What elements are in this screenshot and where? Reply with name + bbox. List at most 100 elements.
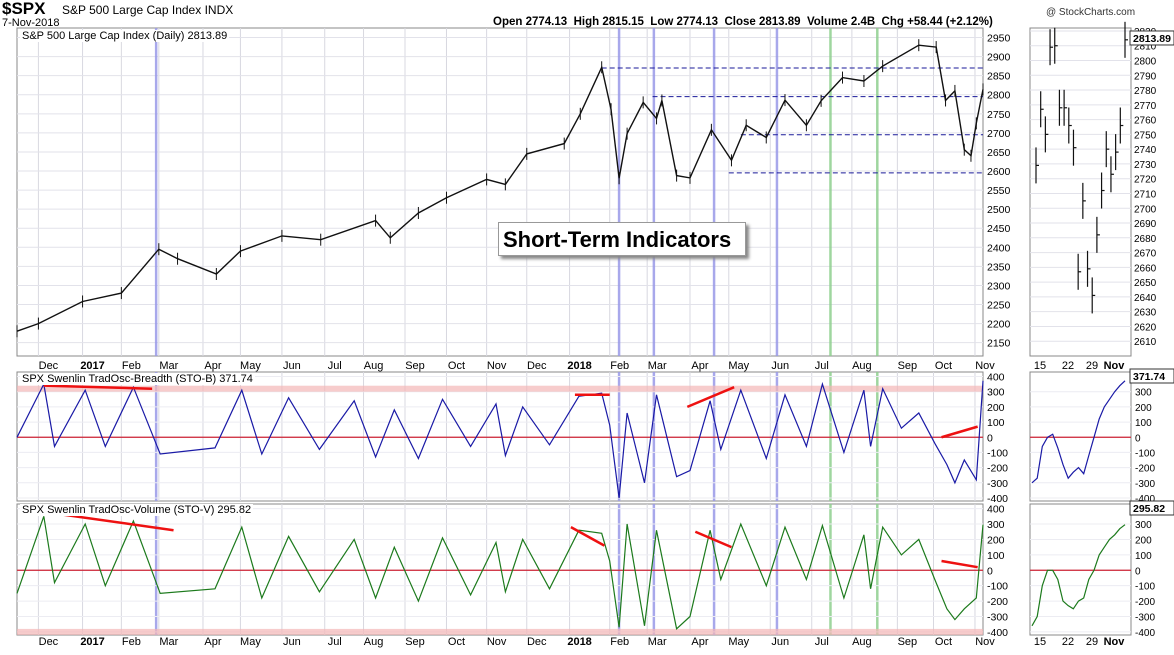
- trend-annotation-line: [941, 425, 979, 439]
- y-tick-label: -400: [1135, 628, 1155, 639]
- x-tick-label: Mar: [159, 360, 178, 372]
- y-tick-label: -400: [1135, 494, 1155, 505]
- y-tick-label: 200: [1135, 403, 1152, 414]
- x-tick-label: Mar: [648, 636, 667, 648]
- y-tick-label: 2850: [987, 71, 1011, 83]
- y-tick-label: -100: [1135, 448, 1155, 459]
- x-tick-label: Feb: [122, 636, 141, 648]
- y-tick-label: 2150: [987, 338, 1011, 350]
- x-tick-label: Sep: [898, 636, 918, 648]
- x-tick-label: Feb: [610, 360, 629, 372]
- stov-last-value-box: [1129, 500, 1174, 516]
- y-tick-label: 200: [1135, 535, 1152, 546]
- y-tick-label: -300: [1135, 479, 1155, 490]
- y-tick-label: 2730: [1134, 160, 1157, 171]
- index-name: S&P 500 Large Cap Index: [62, 3, 202, 17]
- chg-label: Chg: [881, 16, 904, 28]
- low-label: Low: [650, 16, 674, 28]
- x-tick-label: Jul: [328, 360, 342, 372]
- y-tick-label: 300: [1135, 388, 1152, 399]
- x-tick-label: Sep: [405, 360, 425, 372]
- x-tick-label: Jul: [815, 360, 829, 372]
- x-tick-label: Jun: [771, 360, 789, 372]
- y-tick-label: 2770: [1134, 101, 1157, 112]
- y-tick-label: -400: [987, 627, 1008, 639]
- x-tick-label: Jun: [283, 360, 301, 372]
- stov-panel-title: SPX Swenlin TradOsc-Volume (STO-V) 295.8…: [20, 504, 254, 516]
- close-value: 2813.89: [759, 16, 801, 28]
- x-tick-label: May: [240, 360, 261, 372]
- open-value: 2774.13: [525, 16, 568, 28]
- y-tick-label: 2650: [987, 147, 1011, 159]
- y-tick-label: -100: [987, 581, 1008, 593]
- y-tick-label: 2790: [1134, 71, 1157, 82]
- stov-last-value: 295.82: [1133, 503, 1165, 515]
- x-tick-label: Dec: [527, 636, 547, 648]
- stob-last-value-box: [1129, 368, 1174, 384]
- x-tick-label: Oct: [448, 636, 465, 648]
- y-tick-label: 2630: [1134, 308, 1157, 319]
- x-tick-label: Apr: [204, 360, 221, 372]
- trend-annotation-line: [694, 530, 732, 549]
- y-tick-label: -300: [987, 478, 1008, 490]
- high-label: High: [573, 16, 600, 28]
- x-tick-label: May: [240, 636, 261, 648]
- y-tick-label: 2660: [1134, 263, 1157, 274]
- zoom-x-tick-label: 29: [1086, 360, 1098, 372]
- y-tick-label: 2400: [987, 242, 1011, 254]
- y-tick-label: -200: [1135, 597, 1155, 608]
- x-tick-label: Apr: [691, 636, 708, 648]
- y-tick-label: 300: [987, 519, 1005, 531]
- x-tick-label: May: [728, 636, 749, 648]
- stob-panel-title: SPX Swenlin TradOsc-Breadth (STO-B) 371.…: [20, 373, 255, 385]
- x-tick-label: Dec: [39, 360, 59, 372]
- trend-annotation-line: [43, 384, 153, 390]
- x-tick-label: Jul: [328, 636, 342, 648]
- y-tick-label: 2760: [1134, 116, 1157, 127]
- y-tick-label: 2800: [987, 90, 1011, 102]
- price-last-value-box: [1129, 30, 1174, 46]
- x-tick-label: 2018: [567, 636, 591, 648]
- y-tick-label: 2670: [1134, 249, 1157, 260]
- y-tick-label: 2750: [1134, 130, 1157, 141]
- x-tick-label: Aug: [364, 636, 384, 648]
- panel-frame: [1029, 503, 1132, 636]
- panel-frame: [16, 371, 984, 502]
- panel-frame: [1029, 27, 1132, 357]
- x-tick-label: Nov: [975, 360, 995, 372]
- high-value: 2815.15: [602, 16, 644, 28]
- y-tick-label: 2740: [1134, 145, 1157, 156]
- y-tick-label: 2620: [1134, 322, 1157, 333]
- y-tick-label: 2680: [1134, 234, 1157, 245]
- y-tick-label: 300: [987, 387, 1005, 399]
- stov-series-line: [16, 516, 984, 630]
- x-tick-label: Oct: [935, 636, 952, 648]
- y-tick-label: 2710: [1134, 189, 1157, 200]
- y-tick-label: -400: [987, 493, 1008, 505]
- y-tick-label: 2700: [987, 128, 1011, 140]
- x-tick-label: Oct: [935, 360, 952, 372]
- y-tick-label: 2750: [987, 109, 1011, 121]
- zoom-stov-line: [1031, 524, 1126, 627]
- y-tick-label: -200: [1135, 464, 1155, 475]
- price-panel-title: S&P 500 Large Cap Index (Daily) 2813.89: [20, 30, 230, 42]
- y-tick-label: 100: [1135, 551, 1152, 562]
- y-tick-label: 0: [1135, 566, 1141, 577]
- y-tick-label: 100: [1135, 418, 1152, 429]
- zoom-x-tick-label: 22: [1062, 636, 1074, 648]
- x-tick-label: May: [728, 360, 749, 372]
- x-tick-label: 2017: [80, 636, 104, 648]
- y-tick-label: 400: [987, 372, 1005, 384]
- x-tick-label: Jun: [283, 636, 301, 648]
- trend-annotation-line: [52, 512, 174, 532]
- x-tick-label: Aug: [364, 360, 384, 372]
- short-term-indicators-callout: Short-Term Indicators: [498, 222, 746, 256]
- open-label: Open: [493, 16, 523, 28]
- y-tick-label: 2300: [987, 280, 1011, 292]
- quote-bar: Open 2774.13 High 2815.15 Low 2774.13 Cl…: [493, 16, 993, 28]
- zoom-x-tick-label: 15: [1034, 636, 1046, 648]
- y-tick-label: -300: [987, 612, 1008, 624]
- y-tick-label: 2550: [987, 185, 1011, 197]
- x-tick-label: Jun: [771, 636, 789, 648]
